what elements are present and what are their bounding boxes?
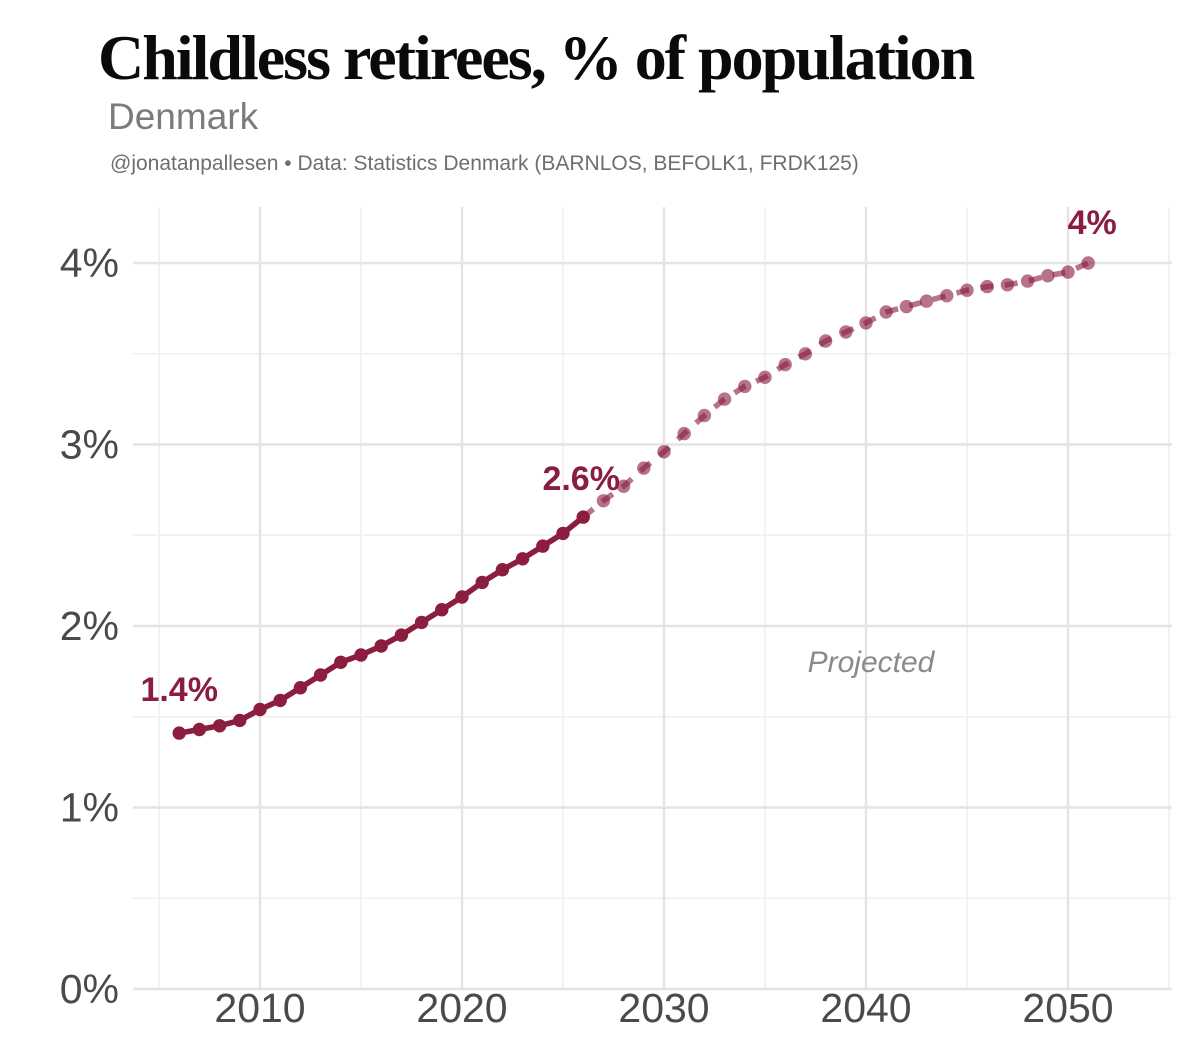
data-point-observed [515,552,530,566]
data-point-observed [374,639,388,653]
x-tick-label: 2020 [416,985,507,1031]
x-tick-label: 2050 [1022,985,1113,1031]
value-label: 4% [1068,204,1117,242]
data-point-projected [677,426,691,441]
data-point-observed [455,590,469,604]
data-point-projected [859,316,873,330]
data-point-observed [253,702,267,717]
data-point-projected [657,445,671,459]
data-point-observed [293,681,308,695]
data-point-projected [899,299,914,314]
value-label: 2.6% [542,460,620,498]
data-point-observed [313,668,328,682]
y-tick-label: 0% [60,966,119,1012]
data-point-projected [1041,269,1055,283]
data-point-projected [717,392,732,406]
axis-tick-labels: 0% 1% 2% 3% 4% 2010 2020 2030 2040 2050 [60,240,1114,1031]
data-point-projected [798,347,813,361]
data-point-projected [1061,265,1075,279]
data-point-projected [960,283,974,297]
x-tick-label: 2030 [618,985,709,1031]
data-point-observed [556,526,570,541]
data-point-observed [475,575,489,590]
data-point-projected [596,494,611,508]
data-point-projected [616,479,631,493]
data-point-projected [980,279,994,294]
data-point-observed [536,539,550,553]
data-point-observed [172,726,186,740]
data-point-observed [273,693,287,708]
data-point-projected [697,408,712,423]
y-tick-label: 1% [60,785,119,831]
data-point-projected [1081,256,1095,270]
x-tick-label: 2010 [214,985,305,1031]
data-point-observed [334,655,348,669]
data-point-projected [758,370,772,384]
annotations: 1.4% 2.6% 4% Projected [140,204,1116,709]
data-point-projected [637,461,651,475]
y-tick-label: 2% [60,603,119,649]
projected-note-label: Projected [808,646,936,679]
value-label: 1.4% [140,671,218,709]
y-tick-label: 4% [60,240,119,286]
y-tick-label: 3% [60,422,119,468]
data-point-observed [495,563,510,577]
data-point-observed [435,603,449,617]
data-point-observed [354,648,368,662]
data-point-projected [919,294,934,308]
data-point-projected [818,334,833,348]
data-point-observed [414,615,429,630]
data-point-projected [738,379,752,394]
source-caption: @jonatanpallesen • Data: Statistics Denm… [110,152,859,175]
data-point-observed [233,713,247,728]
data-point-observed [212,719,227,733]
page-subtitle: Denmark [108,96,259,137]
series [172,256,1095,740]
data-point-projected [778,357,792,372]
data-point-observed [394,628,409,642]
data-point-projected [940,289,954,303]
data-point-projected [839,325,853,339]
data-point-observed [576,510,590,524]
x-tick-label: 2040 [820,985,911,1031]
data-point-observed [192,722,207,737]
data-point-projected [1000,278,1015,292]
page-title: Childless retirees, % of population [98,22,975,93]
data-point-projected [879,305,893,319]
grid-major [133,207,1172,991]
series-line-projected [581,260,1090,520]
data-point-projected [1020,274,1035,288]
grid-minor [133,207,1172,989]
